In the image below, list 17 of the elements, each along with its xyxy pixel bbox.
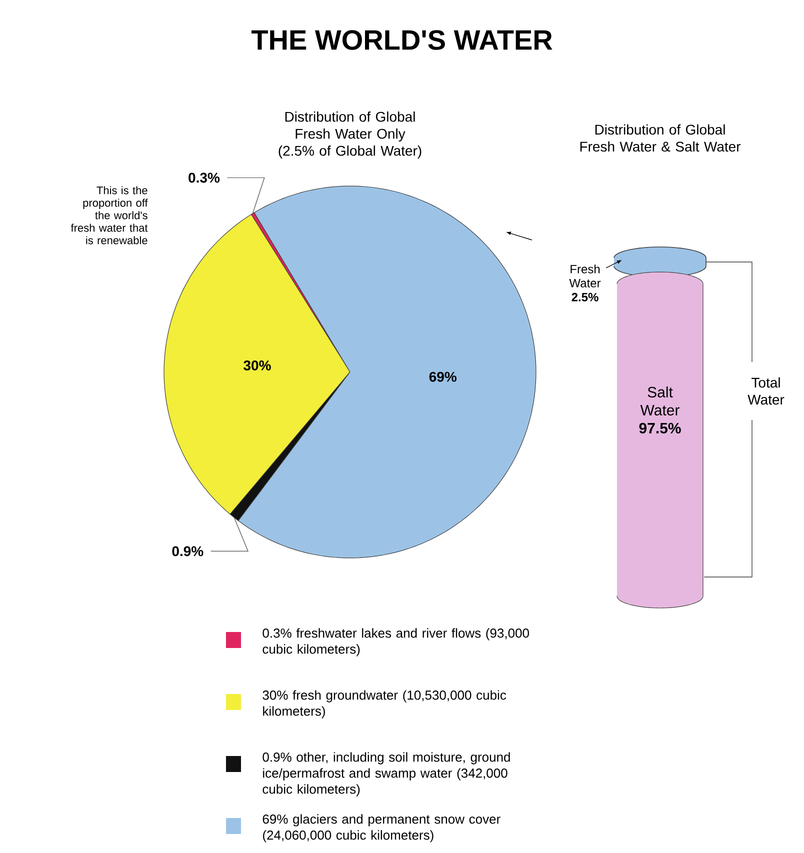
legend-label: 0.3% freshwater lakes and river flows (93,000 cubic kilometers) (262, 628, 529, 656)
data-label: 69% (429, 372, 457, 382)
text: This is the proportion off the world's fresh water that is renewable (70, 186, 148, 244)
chart-subtitle: Distribution of Global Fresh Water Only (2.5% of Global Water) (278, 111, 422, 159)
data-label: 30% (244, 360, 271, 370)
data-label: 0.3% (188, 172, 220, 183)
legend-label: 30% fresh groundwater (10,530,000 cubic kilometers) (262, 690, 506, 718)
category-label: Salt Water (640, 386, 680, 416)
legend-label: 0.9% other, including soil moisture, ground ice/permafrost and swamp water (342,000 cubic kilometers) (262, 752, 510, 796)
data-label: 0.9% (172, 546, 204, 556)
text: Distribution of Global Fresh Water & Salt Water (580, 124, 741, 152)
data-label: 2.5% (572, 292, 598, 302)
data-label: 97.5% (639, 422, 681, 434)
chart-title: THE WORLD'S WATER (251, 30, 552, 50)
legend-label: 69% glaciers and permanent snow cover (24,060,000 cubic kilometers) (262, 814, 500, 842)
text: Total Water (748, 377, 784, 405)
category-label: Fresh Water (569, 264, 601, 288)
